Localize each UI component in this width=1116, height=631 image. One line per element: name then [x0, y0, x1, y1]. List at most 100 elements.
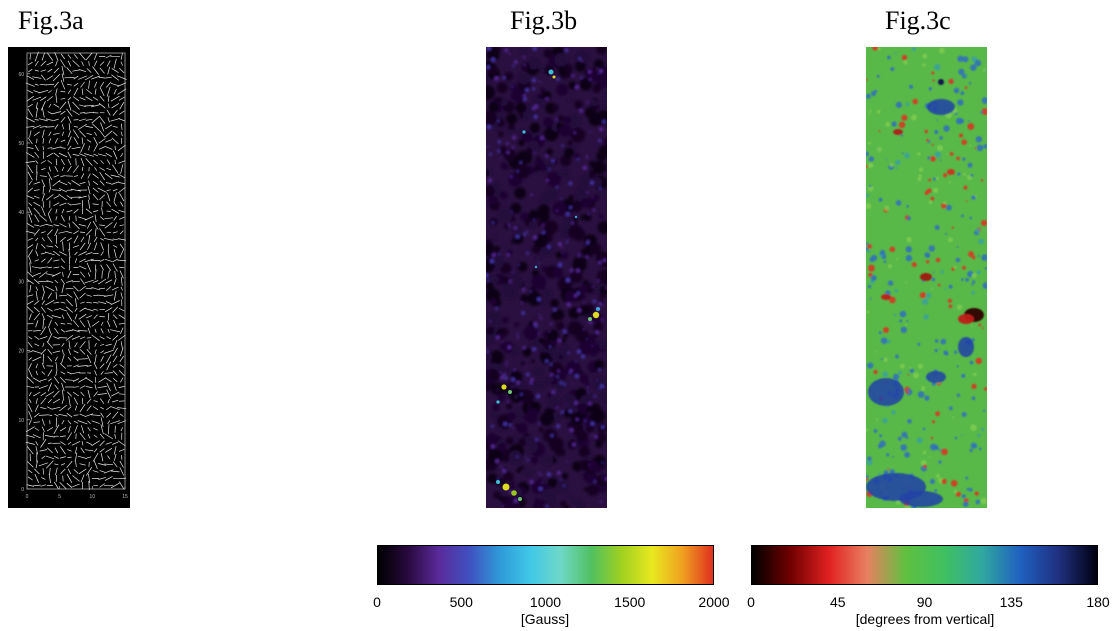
vector-arrow: [67, 60, 72, 67]
vector-arrow: [112, 377, 118, 383]
vector-arrow: [40, 438, 47, 448]
vector-arrow: [94, 349, 97, 355]
vector-arrow: [84, 449, 94, 452]
vector-arrow: [111, 74, 120, 81]
vector-arrow: [54, 384, 59, 390]
vector-arrow: [120, 61, 123, 66]
vector-arrow: [41, 371, 46, 375]
vector-arrow: [55, 88, 58, 95]
vector-arrow: [93, 236, 98, 242]
vector-arrow: [106, 320, 111, 327]
vector-arrow: [98, 76, 106, 79]
vector-y-tick-label: 40: [18, 210, 24, 216]
vector-arrow: [46, 280, 54, 283]
vector-arrow: [47, 147, 53, 149]
vector-arrow: [25, 434, 35, 438]
vector-arrow: [41, 477, 46, 480]
vector-x-tick-label: 0: [26, 494, 29, 500]
vector-arrow: [32, 484, 41, 487]
vector-arrow: [33, 181, 41, 185]
vector-arrow: [100, 81, 105, 88]
field-strength-tick-label: 1500: [614, 594, 646, 610]
vector-arrow: [73, 87, 79, 96]
vector-arrow: [71, 329, 81, 333]
vector-arrow: [25, 230, 35, 234]
vector-arrow: [87, 427, 91, 432]
vector-arrow: [86, 139, 92, 143]
vector-arrow: [113, 222, 117, 229]
vector-arrow: [35, 102, 38, 110]
vector-arrow: [52, 398, 60, 404]
vector-arrow: [40, 326, 47, 336]
vector-arrow: [93, 314, 98, 320]
vector-arrow: [33, 189, 40, 191]
vector-arrow: [40, 252, 46, 255]
vector-arrow: [78, 377, 87, 383]
vector-arrow: [42, 200, 44, 208]
vector-arrow: [46, 314, 53, 319]
vector-arrow: [28, 207, 33, 216]
vector-arrow: [47, 171, 53, 181]
vector-arrow: [60, 435, 66, 437]
vector-arrow: [51, 146, 62, 150]
vector-arrow: [92, 470, 99, 473]
vector-arrow: [45, 126, 55, 128]
vector-arrow: [97, 187, 107, 193]
vector-arrow: [98, 377, 107, 383]
vector-arrow: [38, 414, 48, 416]
vector-arrow: [77, 365, 88, 367]
vector-arrow: [62, 475, 64, 482]
vector-arrow: [45, 455, 55, 460]
vector-arrow: [59, 251, 67, 256]
vector-arrow: [94, 167, 98, 171]
vector-arrow: [112, 441, 119, 445]
vector-arrow: [47, 68, 53, 73]
vector-arrow: [117, 477, 127, 480]
vector-arrow: [47, 266, 53, 269]
vector-arrow: [87, 433, 91, 439]
vector-arrow: [105, 441, 112, 445]
vector-arrow: [117, 82, 127, 87]
vector-arrow: [88, 194, 90, 200]
vector-arrow: [80, 236, 85, 243]
vector-arrow: [100, 251, 104, 256]
vector-arrow: [72, 154, 80, 156]
vector-arrow: [46, 152, 54, 158]
vector-arrow: [73, 175, 79, 177]
vector-arrow: [27, 171, 33, 181]
vector-arrow: [105, 139, 113, 143]
vector-arrow: [46, 194, 54, 201]
vector-arrow: [27, 342, 33, 348]
vector-arrow: [86, 441, 93, 446]
vector-arrow: [60, 463, 66, 466]
vector-arrow: [92, 123, 100, 131]
vector-arrow: [119, 193, 125, 202]
vector-arrow: [79, 97, 86, 101]
vector-arrow: [67, 356, 72, 361]
vector-arrow: [28, 180, 32, 186]
vector-arrow: [77, 420, 88, 425]
vector-arrow: [106, 167, 112, 171]
vector-arrow: [88, 80, 90, 89]
vector-arrow: [120, 164, 124, 174]
vector-arrow: [59, 101, 67, 110]
vector-arrow: [120, 427, 123, 432]
vector-arrow: [27, 403, 33, 413]
vector-arrow: [25, 161, 35, 163]
vector-arrow: [104, 433, 114, 440]
vector-arrow: [107, 117, 110, 123]
vector-arrow: [66, 412, 73, 418]
vector-arrow: [86, 348, 92, 355]
field-strength-tick-label: 0: [373, 594, 381, 610]
vector-arrow: [39, 125, 47, 128]
vector-arrow: [28, 410, 33, 420]
vector-arrow: [34, 343, 40, 347]
vector-arrow: [84, 153, 95, 157]
vector-arrow: [49, 467, 51, 476]
vector-arrow: [79, 385, 86, 389]
vector-arrow: [28, 257, 32, 264]
vector-arrow: [106, 60, 111, 67]
vector-arrow: [112, 411, 119, 419]
vector-arrow: [53, 301, 60, 304]
vector-arrow: [113, 290, 117, 301]
